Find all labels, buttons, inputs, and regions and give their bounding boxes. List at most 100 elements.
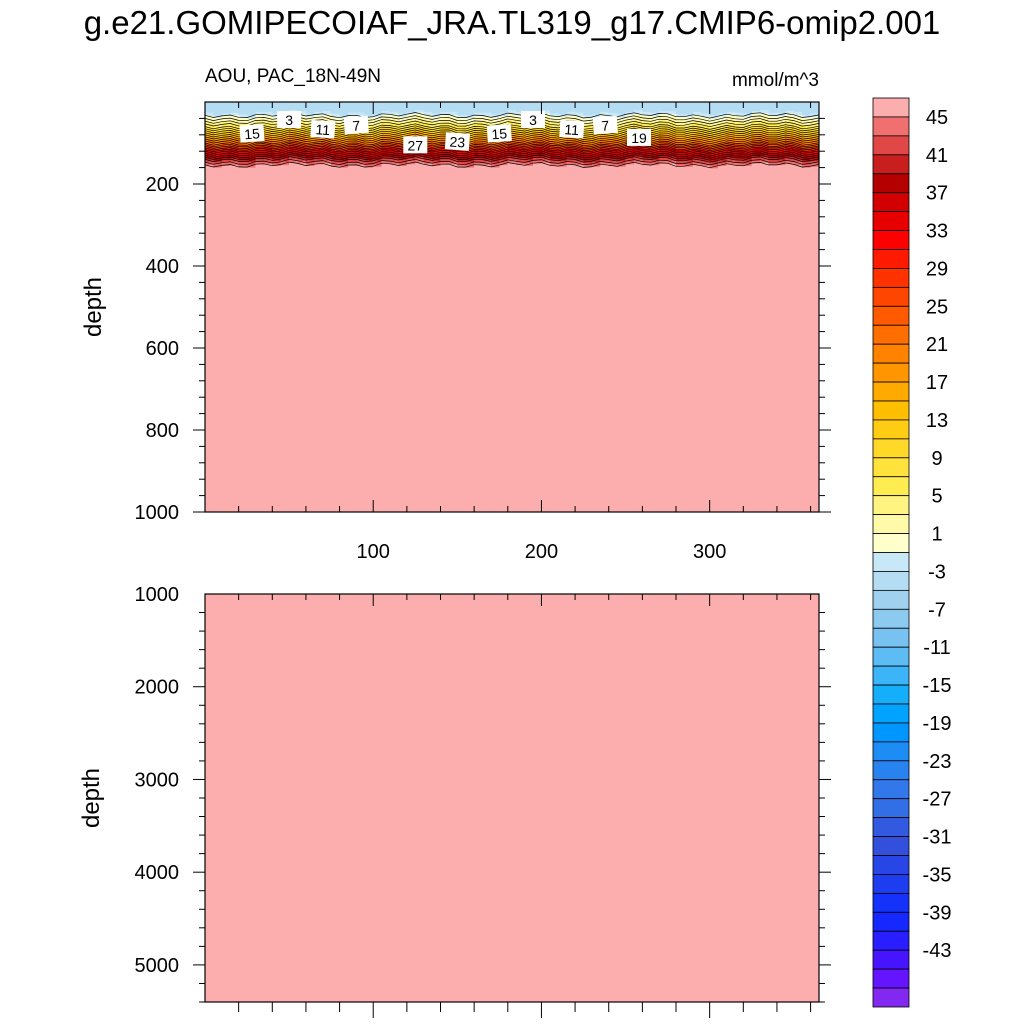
upper-field-cell — [524, 103, 534, 106]
upper-field-cell — [432, 144, 442, 147]
upper-field-cell — [305, 115, 315, 118]
upper-field-cell — [347, 102, 357, 105]
upper-field-cell — [213, 136, 223, 138]
upper-field-cell — [684, 107, 694, 110]
upper-field-cell — [221, 102, 231, 104]
upper-field-cell — [381, 108, 391, 110]
upper-field-cell — [255, 145, 265, 147]
upper-field-cell — [230, 113, 240, 115]
upper-field-cell — [482, 129, 492, 132]
upper-field-cell — [650, 155, 660, 157]
upper-field-cell — [213, 112, 223, 115]
upper-field-cell — [659, 155, 669, 157]
upper-field-cell — [499, 166, 509, 169]
upper-field-cell — [339, 161, 349, 163]
upper-field-cell — [676, 124, 686, 126]
upper-field-cell — [566, 170, 576, 172]
upper-field-cell — [533, 105, 543, 107]
upper-field-cell — [415, 107, 425, 110]
upper-field-cell — [633, 164, 643, 166]
upper-field-cell — [642, 111, 652, 113]
upper-field-cell — [347, 143, 357, 145]
upper-field-cell — [364, 156, 374, 159]
upper-field-cell — [684, 111, 694, 114]
upper-field-cell — [482, 103, 492, 106]
upper-field-cell — [650, 170, 660, 172]
upper-field-cell — [297, 106, 307, 109]
upper-field-cell — [465, 154, 475, 156]
upper-field-cell — [314, 118, 324, 120]
upper-field-cell — [566, 147, 576, 150]
upper-field-cell — [617, 126, 627, 129]
upper-field-cell — [205, 104, 215, 106]
upper-field-cell — [238, 153, 248, 156]
upper-field-cell — [659, 130, 669, 133]
upper-field-cell — [339, 111, 349, 114]
upper-field-cell — [415, 161, 425, 164]
upper-field-cell — [507, 120, 517, 122]
upper-field-cell — [221, 131, 231, 133]
upper-field-cell — [247, 106, 257, 108]
upper-field-cell — [373, 162, 383, 165]
upper-field-cell — [280, 133, 290, 136]
upper-field-cell — [364, 132, 374, 134]
upper-field-cell — [650, 111, 660, 113]
upper-field-cell — [642, 152, 652, 155]
upper-field-cell — [339, 114, 349, 116]
upper-field-cell — [213, 147, 223, 150]
upper-field-cell — [230, 124, 240, 127]
upper-field-cell — [533, 127, 543, 129]
upper-field-cell — [583, 168, 593, 170]
upper-field-cell — [339, 167, 349, 170]
upper-field-cell — [381, 156, 391, 159]
upper-field-cell — [474, 103, 484, 106]
upper-field-cell — [373, 111, 383, 114]
upper-field-cell — [221, 122, 231, 124]
upper-field-cell — [406, 126, 416, 129]
upper-field-cell — [499, 147, 509, 149]
upper-field-cell — [415, 124, 425, 127]
upper-field-cell — [230, 142, 240, 144]
upper-field-cell — [650, 102, 660, 104]
upper-field-cell — [457, 124, 467, 127]
upper-field-cell — [205, 149, 215, 151]
upper-field-cell — [440, 119, 450, 121]
upper-field-cell — [482, 143, 492, 145]
upper-field-cell — [692, 137, 702, 139]
upper-field-cell — [347, 109, 357, 111]
upper-field-cell — [507, 131, 517, 133]
upper-field-cell — [381, 118, 391, 120]
upper-field-cell — [499, 163, 509, 165]
upper-field-cell — [549, 152, 559, 154]
upper-field-cell — [347, 115, 357, 117]
upper-field-cell — [676, 102, 686, 105]
upper-field-cell — [667, 167, 677, 170]
upper-field-cell — [272, 152, 282, 154]
upper-field-cell — [625, 108, 635, 110]
upper-field-cell — [406, 157, 416, 160]
upper-field-cell — [398, 165, 408, 167]
upper-field-cell — [650, 161, 660, 164]
upper-field-cell — [373, 132, 383, 134]
upper-field-cell — [440, 155, 450, 157]
upper-field-cell — [625, 122, 635, 124]
upper-field-cell — [272, 166, 282, 169]
upper-field-cell — [398, 143, 408, 145]
upper-field-cell — [398, 136, 408, 138]
upper-field-cell — [507, 152, 517, 154]
upper-field-cell — [591, 158, 601, 160]
upper-field-cell — [423, 122, 433, 124]
upper-field-cell — [314, 161, 324, 164]
upper-field-cell — [507, 153, 517, 156]
upper-field-cell — [423, 105, 433, 107]
upper-field-cell — [297, 122, 307, 124]
upper-field-cell — [507, 125, 517, 128]
upper-field-cell — [314, 115, 324, 117]
upper-field-cell — [676, 138, 686, 140]
upper-field-cell — [297, 120, 307, 123]
upper-field-cell — [364, 134, 374, 137]
upper-field-cell — [617, 167, 627, 170]
upper-field-cell — [263, 153, 273, 156]
upper-field-cell — [524, 161, 534, 164]
